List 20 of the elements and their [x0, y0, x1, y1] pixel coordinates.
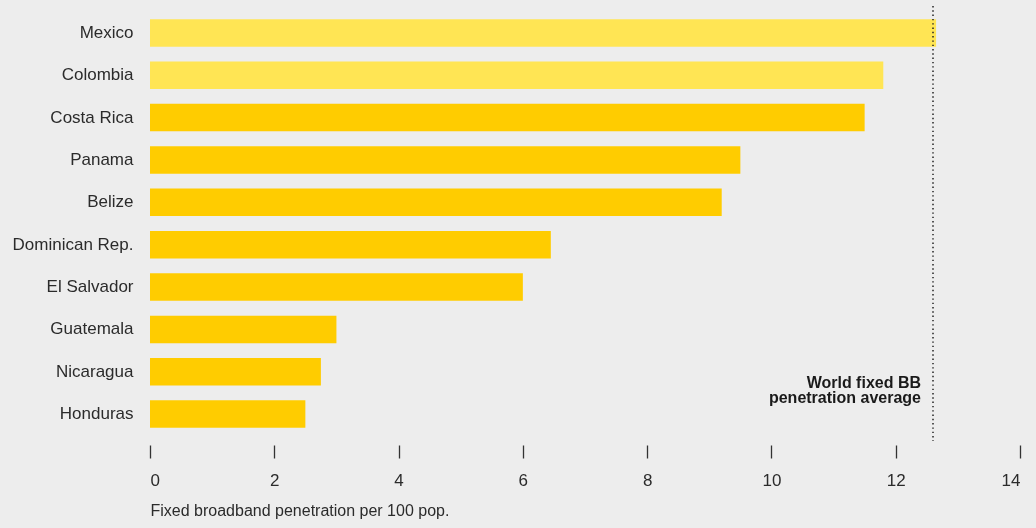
- y-tick-label: Honduras: [59, 404, 134, 424]
- y-tick-label: El Salvador: [46, 277, 134, 297]
- x-tick-label: 6: [518, 470, 529, 490]
- ref-line-label: World fixed BB penetration average: [768, 374, 922, 406]
- y-tick-label: Colombia: [61, 65, 135, 85]
- x-tick-label: 10: [762, 470, 782, 490]
- x-tick-label: 4: [394, 470, 404, 490]
- x-tick-label: 12: [886, 470, 906, 490]
- x-tick-label: 0: [150, 470, 160, 490]
- y-tick-label: Nicaragua: [56, 361, 135, 381]
- x-axis-title: Fixed broadband penetration per 100 pop.: [150, 501, 450, 519]
- x-tick-label: 8: [642, 470, 653, 490]
- x-tick-label: 2: [270, 470, 280, 490]
- y-tick-label: Costa Rica: [50, 107, 135, 127]
- y-tick-label: Guatemala: [50, 319, 135, 339]
- y-tick-label: Belize: [87, 192, 134, 212]
- y-tick-label: Mexico: [79, 22, 134, 42]
- y-tick-label: Dominican Rep.: [12, 234, 134, 254]
- y-tick-label: Panama: [70, 149, 135, 169]
- x-tick-label: 14: [1001, 470, 1021, 490]
